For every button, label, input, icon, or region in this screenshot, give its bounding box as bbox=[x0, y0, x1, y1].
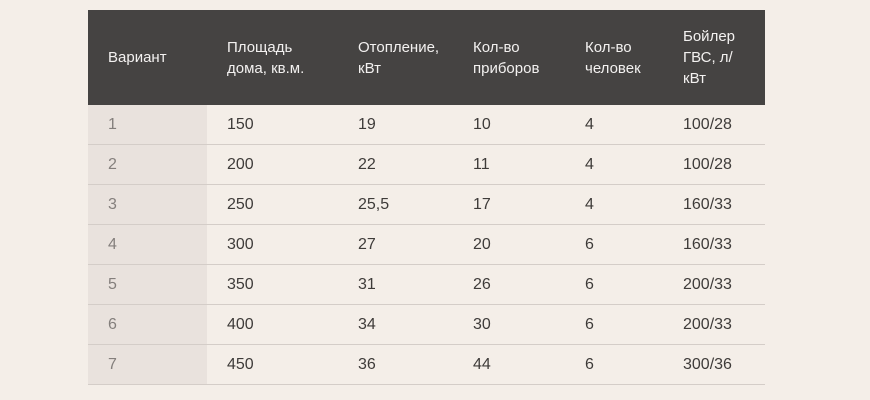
table-cell: 200/33 bbox=[683, 315, 732, 333]
table-cell: 350 bbox=[227, 275, 254, 293]
table-cell: 6 bbox=[585, 275, 594, 293]
table-body: 1 150 19 10 4 100/28 2 200 22 11 4 100/28 3 250 25,5 17… bbox=[88, 105, 765, 385]
table-cell: 22 bbox=[358, 155, 376, 173]
table-cell: 250 bbox=[227, 195, 254, 213]
variant-cell: 2 bbox=[88, 145, 207, 184]
table-cell: 6 bbox=[585, 235, 594, 253]
table-row: 6 400 34 30 6 200/33 bbox=[88, 305, 765, 345]
table-cell: 200/33 bbox=[683, 275, 732, 293]
table-cell: 300/36 bbox=[683, 355, 732, 373]
table-cell: 17 bbox=[473, 195, 491, 213]
table-cell: 36 bbox=[358, 355, 376, 373]
table-cell: 450 bbox=[227, 355, 254, 373]
header-cell-3: Кол-во приборов bbox=[473, 38, 540, 77]
header-cell-4: Кол-во человек bbox=[585, 38, 641, 77]
table-cell: 20 bbox=[473, 235, 491, 253]
table-row: 1 150 19 10 4 100/28 bbox=[88, 105, 765, 145]
table-cell: 100/28 bbox=[683, 155, 732, 173]
table-cell: 4 bbox=[585, 155, 594, 173]
table-cell: 400 bbox=[227, 315, 254, 333]
table-row: 3 250 25,5 17 4 160/33 bbox=[88, 185, 765, 225]
table-cell: 6 bbox=[585, 315, 594, 333]
table-cell: 34 bbox=[358, 315, 376, 333]
table-cell: 160/33 bbox=[683, 235, 732, 253]
variant-cell: 1 bbox=[88, 105, 207, 144]
table-cell: 11 bbox=[473, 155, 490, 173]
table-cell: 150 bbox=[227, 115, 254, 133]
table-row: 7 450 36 44 6 300/36 bbox=[88, 345, 765, 385]
table-cell: 19 bbox=[358, 115, 376, 133]
variant-cell: 5 bbox=[88, 265, 207, 304]
header-cell-1: Площадь дома, кв.м. bbox=[227, 38, 305, 77]
variant-cell: 4 bbox=[88, 225, 207, 264]
table-cell: 300 bbox=[227, 235, 254, 253]
variant-cell: 3 bbox=[88, 185, 207, 224]
table-cell: 31 bbox=[358, 275, 376, 293]
table-header-row: Вариант Площадь дома, кв.м. Отопление, кВт… bbox=[88, 10, 765, 105]
table-cell: 160/33 bbox=[683, 195, 732, 213]
header-cell-2: Отопление, кВт bbox=[358, 38, 440, 77]
table-cell: 27 bbox=[358, 235, 376, 253]
table-cell: 25,5 bbox=[358, 195, 390, 213]
table-row: 5 350 31 26 6 200/33 bbox=[88, 265, 765, 305]
table-cell: 26 bbox=[473, 275, 491, 293]
table-header: Вариант Площадь дома, кв.м. Отопление, кВт… bbox=[88, 10, 765, 105]
table-cell: 30 bbox=[473, 315, 491, 333]
table-cell: 4 bbox=[585, 115, 594, 133]
table-cell: 10 bbox=[473, 115, 491, 133]
table-row: 2 200 22 11 4 100/28 bbox=[88, 145, 765, 185]
table-cell: 6 bbox=[585, 355, 594, 373]
table-row: 4 300 27 20 6 160/33 bbox=[88, 225, 765, 265]
table-cell: 200 bbox=[227, 155, 254, 173]
header-cell-5: Бойлер ГВС, л/кВт bbox=[683, 28, 736, 87]
variants-table: Вариант Площадь дома, кв.м. Отопление, кВт… bbox=[88, 10, 765, 385]
table-cell: 4 bbox=[585, 195, 594, 213]
variant-cell: 6 bbox=[88, 305, 207, 344]
table-cell: 44 bbox=[473, 355, 491, 373]
header-cell-0: Вариант bbox=[108, 49, 167, 66]
variant-cell: 7 bbox=[88, 345, 207, 384]
table-cell: 100/28 bbox=[683, 115, 732, 133]
